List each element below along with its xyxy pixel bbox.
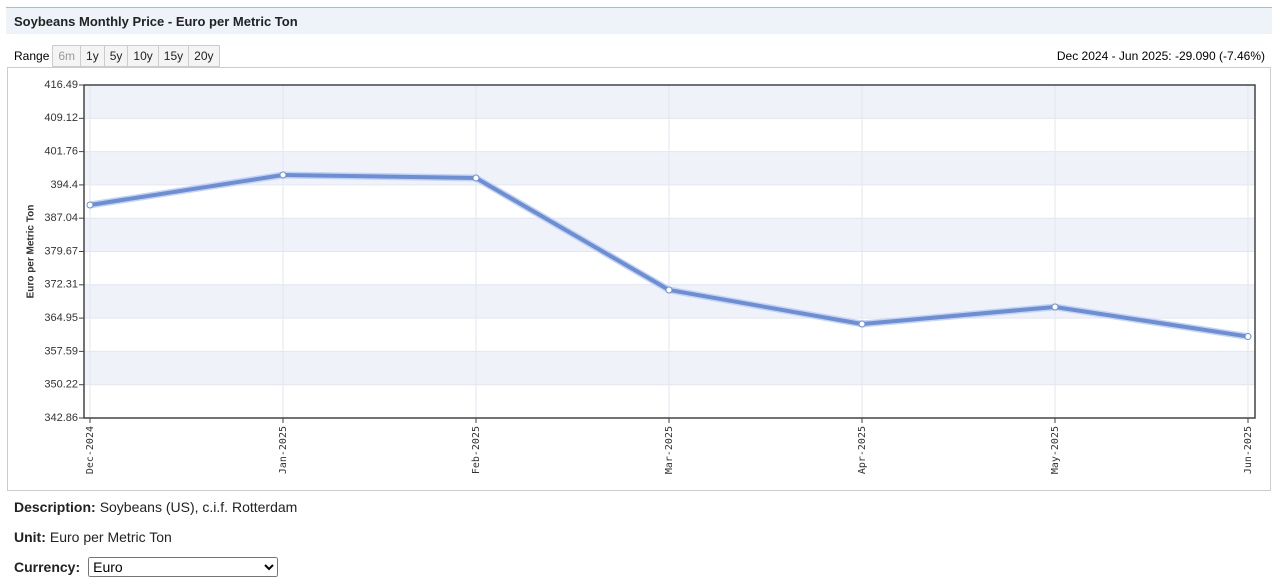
unit-label: Unit:: [14, 529, 46, 545]
y-tick-label: 372.31: [44, 279, 78, 291]
point: [1051, 303, 1059, 311]
x-tick-label: Apr-2025: [857, 426, 868, 474]
x-tick-label: May-2025: [1050, 426, 1061, 474]
description-value: Soybeans (US), c.i.f. Rotterdam: [99, 499, 298, 515]
x-tick-label: Mar-2025: [664, 426, 675, 474]
y-tick-label: 394.4: [50, 179, 78, 191]
y-tick-label: 342.86: [44, 412, 78, 424]
point: [279, 171, 287, 179]
range-button[interactable]: 20y: [188, 45, 220, 67]
y-axis-title: Euro per Metric Ton: [26, 205, 37, 299]
description: Description: Soybeans (US), c.i.f. Rotter…: [14, 499, 297, 515]
range-button[interactable]: 6m: [52, 45, 82, 67]
y-tick-label: 409.12: [44, 112, 78, 124]
y-tick-label: 379.67: [44, 245, 78, 257]
range-button[interactable]: 15y: [157, 45, 190, 67]
range-selector: Range 6m 1y 5y 10y 15y 20y: [14, 45, 220, 67]
point: [86, 201, 94, 209]
x-tick-label: Jan-2025: [278, 426, 289, 474]
y-tick-label: 364.95: [44, 312, 78, 324]
point: [665, 286, 673, 294]
y-tick-label: 416.49: [44, 79, 78, 91]
currency-label: Currency:: [14, 559, 81, 575]
range-label: Range: [14, 49, 50, 63]
unit-value: Euro per Metric Ton: [49, 529, 172, 545]
description-label: Description:: [14, 499, 96, 515]
x-tick-label: Dec-2024: [85, 426, 96, 474]
point: [1244, 333, 1252, 341]
currency-select[interactable]: Euro: [88, 557, 279, 577]
unit: Unit: Euro per Metric Ton: [14, 529, 172, 545]
y-tick-label: 350.22: [44, 379, 78, 391]
point: [472, 174, 480, 182]
chart-frame: [7, 67, 1271, 491]
x-tick-label: Feb-2025: [471, 426, 482, 474]
y-tick-label: 357.59: [44, 345, 78, 357]
plot-border: [83, 84, 1256, 419]
y-tick-label: 401.76: [44, 146, 78, 158]
range-summary: Dec 2024 - Jun 2025: -29.090 (-7.46%): [1056, 49, 1265, 63]
chart: 342.86 350.22 357.59 364.95 372.31 379.67 387.…: [26, 79, 1256, 474]
x-tick-label: Jun-2025: [1243, 426, 1254, 474]
point: [858, 320, 866, 328]
y-tick-label: 387.04: [44, 212, 78, 224]
page-title: Soybeans Monthly Price - Euro per Metric…: [6, 7, 1272, 34]
currency: Currency: Euro: [14, 557, 279, 577]
